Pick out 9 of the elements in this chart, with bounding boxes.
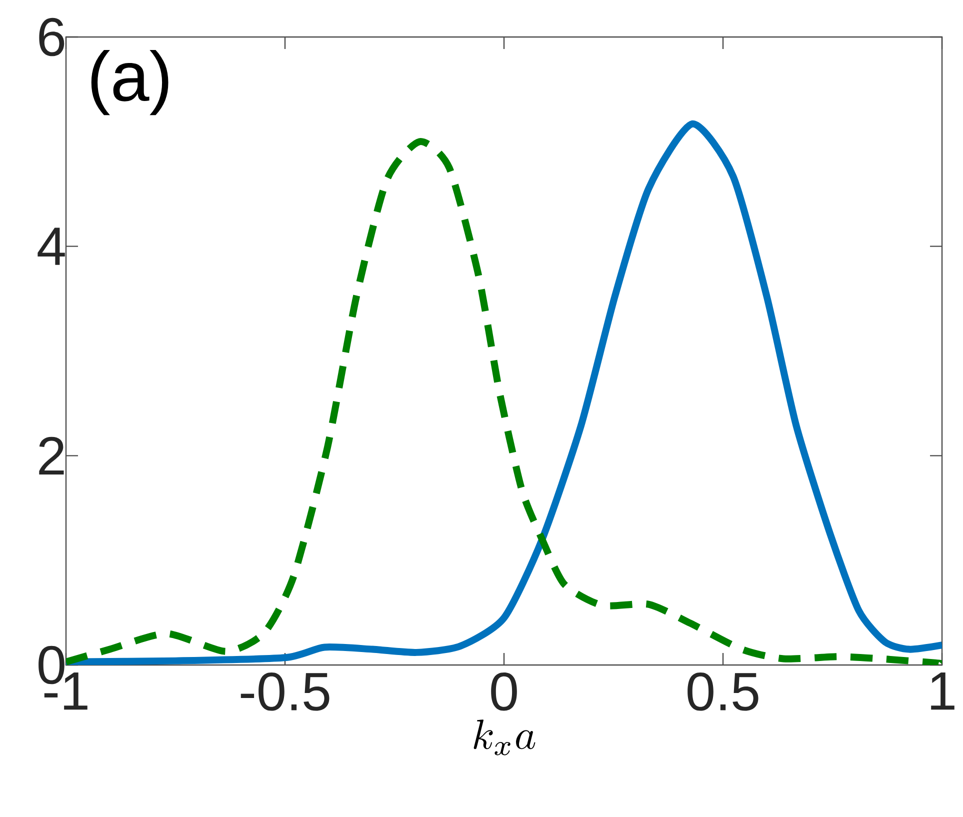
x-tick-label: 0.5: [688, 672, 758, 711]
y-tick-label: 6: [39, 18, 64, 56]
y-tick-label: 2: [39, 436, 64, 475]
x-tick-label: 1: [931, 672, 954, 710]
x-tick-label: 0: [491, 672, 517, 711]
chart-title: (a): [91, 50, 168, 116]
x-tick-label: -0.5: [240, 672, 330, 711]
x-axis-title: $k_x a$: [474, 720, 536, 756]
y-tick-label: 4: [38, 228, 65, 265]
